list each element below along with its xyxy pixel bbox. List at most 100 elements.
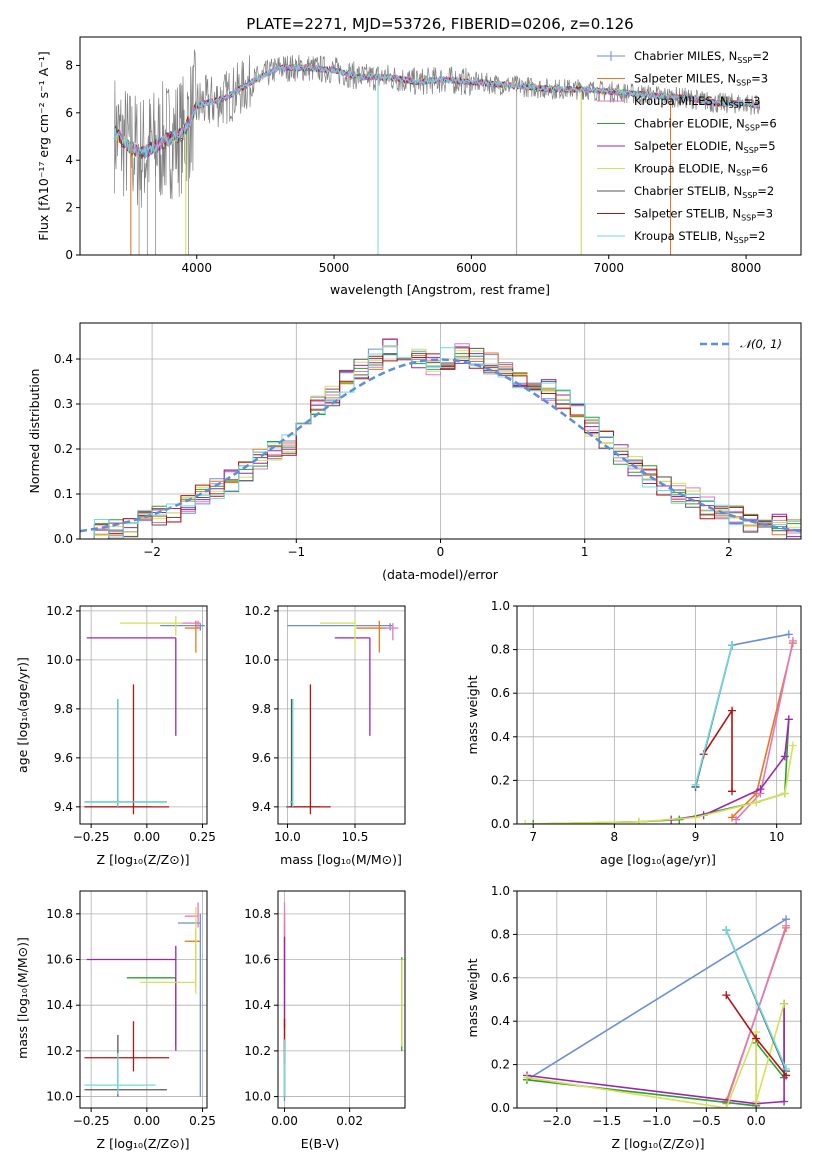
weight-line-salpeter_elodie (526, 1003, 785, 1105)
y-tick-label: 0 (65, 248, 73, 262)
legend-subscript: SSP (742, 191, 757, 200)
y-tick-label: 2 (65, 201, 73, 215)
weight-marker-kroupa_stelib (722, 926, 731, 935)
legend-suffix: =3 (756, 207, 773, 221)
residual-panel: −2 −1 0 1 2 0.0 0.1 0.2 0.3 0.4 (data-model)/erro… (27, 322, 802, 582)
legend-label-salpeter_elodie: Salpeter ELODIE, NSSP=5 (634, 139, 776, 155)
x-tick-label: −0.5 (692, 1114, 721, 1128)
legend-label-kroupa_stelib: Kroupa STELIB, NSSP=2 (634, 229, 765, 245)
legend-suffix: =2 (752, 49, 769, 63)
legend-label-kroupa_elodie: Kroupa ELODIE, NSSP=6 (634, 162, 768, 178)
legend-label-chabrier_elodie: Chabrier ELODIE, NSSP=6 (634, 117, 777, 133)
weight-marker-kroupa_elodie (780, 999, 789, 1008)
y-tick-label: 10.8 (244, 907, 271, 921)
mass-vs-Z-panel: −0.25 0.00 0.25 10.0 10.2 10.4 10.6 10.8 Z [log… (15, 890, 216, 1151)
x-tick-label: 2 (725, 545, 733, 559)
mass-vs-Z-ylabel: mass [log₁₀(M/M⊙)] (15, 937, 30, 1059)
mw-Z-xlabel: Z [log₁₀(Z/Z⊙)] (612, 1136, 705, 1151)
y-tick-label: 10.8 (46, 907, 73, 921)
legend-suffix: =5 (759, 139, 776, 153)
y-tick-label: 0.6 (491, 971, 510, 985)
x-tick-label: −2 (143, 545, 161, 559)
y-tick-label: 0.8 (491, 643, 510, 657)
y-tick-label: 0.2 (54, 442, 73, 456)
y-tick-label: 9.8 (252, 702, 271, 716)
y-tick-label: 10.0 (244, 653, 271, 667)
weight-marker-kroupa_elodie (634, 817, 643, 824)
mass-vs-EBV-xlabel: E(B-V) (301, 1136, 340, 1151)
legend-text: Salpeter MILES, N (634, 72, 736, 86)
histograms (80, 338, 801, 539)
legend-text: Chabrier MILES, N (634, 49, 737, 63)
y-tick-label: 1.0 (491, 884, 510, 898)
y-tick-label: 10.2 (46, 1044, 73, 1058)
y-tick-label: 8 (65, 58, 73, 72)
y-tick-label: 9.6 (252, 751, 271, 765)
x-tick-label: 1 (581, 545, 589, 559)
legend-subscript: SSP (737, 56, 752, 65)
y-tick-label: 0.3 (54, 397, 73, 411)
x-tick-label: 4000 (181, 261, 212, 275)
y-tick-label: 0.2 (491, 1058, 510, 1072)
y-tick-label: 9.8 (54, 702, 73, 716)
mw-age-xlabel: age [log₁₀(age/yr)] (600, 852, 716, 867)
legend-text: Salpeter ELODIE, N (634, 139, 744, 153)
error-bars (84, 902, 201, 1097)
legend-text: Chabrier STELIB, N (634, 184, 742, 198)
weight-marker-kroupa_stelib (691, 780, 700, 789)
y-tick-label: 0.8 (491, 927, 510, 941)
histogram-kroupa_stelib (80, 345, 801, 539)
weight-marker-kroupa_elodie (691, 813, 700, 822)
y-tick-label: 1.0 (491, 599, 510, 613)
y-tick-label: 0.6 (491, 686, 510, 700)
y-tick-label: 10.0 (46, 1090, 73, 1104)
legend-label-chabrier_stelib: Chabrier STELIB, NSSP=2 (634, 184, 774, 200)
legend-label-chabrier_miles: Chabrier MILES, NSSP=2 (634, 49, 769, 65)
y-tick-label: 9.4 (54, 800, 73, 814)
legend-text: Kroupa ELODIE, N (634, 162, 736, 176)
y-tick-label: 0.0 (54, 532, 73, 546)
legend-suffix: =2 (757, 184, 774, 198)
weight-marker-kroupa_elodie (788, 741, 797, 750)
x-tick-label: 0.00 (133, 830, 160, 844)
x-tick-label: 5000 (319, 261, 350, 275)
weight-line-chabrier_miles (526, 918, 787, 1081)
x-tick-label: 10 (769, 830, 784, 844)
normal-legend-label: 𝒩(0, 1) (740, 337, 782, 351)
x-tick-label: 0.25 (189, 1114, 216, 1128)
weight-marker-salpeter_elodie (780, 752, 789, 761)
residual-ylabel: Normed distribution (27, 369, 42, 494)
x-tick-label: 0.00 (133, 1114, 160, 1128)
normal-legend: 𝒩(0, 1) (700, 337, 782, 351)
error-bars (286, 618, 399, 815)
legend-suffix: =3 (744, 94, 761, 108)
normal-curve (80, 358, 801, 533)
age-vs-mass-panel: 10.0 10.5 9.4 9.6 9.8 10.0 10.2 mass [log₁₀(M/… (244, 604, 406, 867)
y-tick-label: 6 (65, 106, 73, 120)
age-vs-Z-ylabel: age [log₁₀(age/yr)] (15, 657, 30, 773)
x-tick-label: 7 (529, 830, 537, 844)
weight-lines (521, 630, 797, 824)
y-tick-label: 4 (65, 153, 73, 167)
x-tick-label: 8 (611, 830, 619, 844)
x-tick-label: 10.5 (342, 830, 369, 844)
x-tick-label: 9 (692, 830, 700, 844)
x-tick-label: −1.0 (642, 1114, 671, 1128)
y-tick-label: 0.1 (54, 487, 73, 501)
legend-label-kroupa_miles: Kroupa MILES, NSSP=3 (634, 94, 760, 110)
y-tick-label: 0.0 (491, 1101, 510, 1115)
x-tick-label: −1.5 (592, 1114, 621, 1128)
y-tick-label: 9.6 (54, 751, 73, 765)
legend-subscript: SSP (745, 124, 760, 133)
mass-vs-EBV-panel: 0.00 0.02 10.0 10.2 10.4 10.6 10.8 E(B-V) (244, 890, 406, 1151)
legend-label-salpeter_miles: Salpeter MILES, NSSP=3 (634, 72, 768, 88)
weight-marker-salpeter_miles (728, 813, 737, 822)
mw-age-ylabel: mass weight (465, 675, 480, 754)
legend-label-salpeter_stelib: Salpeter STELIB, NSSP=3 (634, 207, 773, 223)
x-tick-label: −2.0 (542, 1114, 571, 1128)
x-tick-label: −1 (287, 545, 305, 559)
weight-marker-salpeter_stelib (728, 706, 737, 715)
x-tick-label: −0.25 (73, 1114, 110, 1128)
weight-marker-kroupa_stelib (782, 1064, 791, 1073)
legend-subscript: SSP (744, 146, 759, 155)
